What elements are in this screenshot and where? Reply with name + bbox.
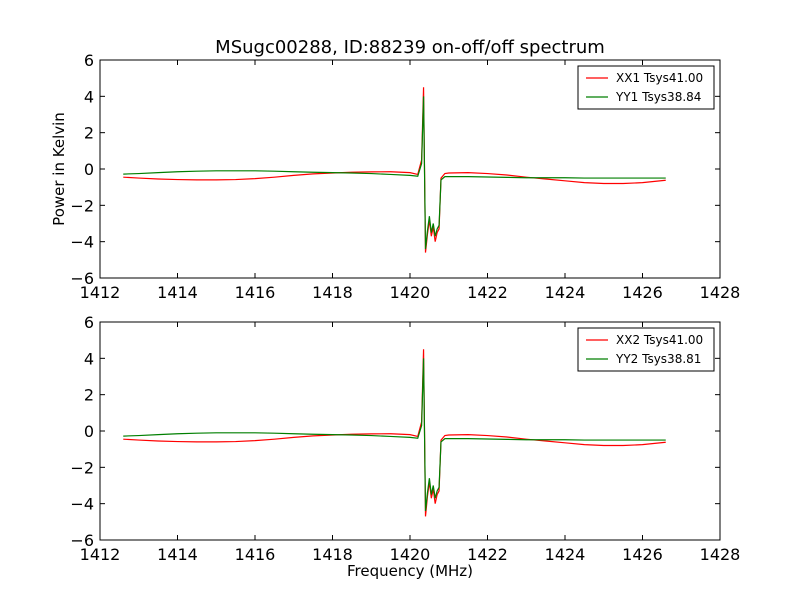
x-axis-label: Frequency (MHz) <box>347 562 473 580</box>
y-tick-label: 2 <box>84 124 94 143</box>
x-tick-label: 1412 <box>80 545 121 564</box>
x-tick-label: 1414 <box>157 545 198 564</box>
plot-area-bottom: 1412 1414 1416 1418 1420 1422 1424 1426 1428 6 4 2 0… <box>70 313 740 564</box>
y-axis-label: Power in Kelvin <box>50 112 68 226</box>
legend-label: XX2 Tsys41.00 <box>616 333 703 347</box>
x-tick-label: 1412 <box>80 283 121 302</box>
x-tick-label: 1416 <box>235 545 276 564</box>
subplot-bottom: Frequency (MHz) 1412 1414 1416 1418 1420 1422… <box>70 313 740 580</box>
x-tick-label: 1428 <box>700 283 741 302</box>
y-tick-label: 2 <box>84 386 94 405</box>
legend-box <box>577 327 715 372</box>
y-tick-label: 6 <box>84 51 94 70</box>
series-line-1 <box>123 358 666 511</box>
y-tick-label: 0 <box>84 422 94 441</box>
x-tick-label: 1426 <box>622 545 663 564</box>
y-tick-label: −4 <box>70 495 94 514</box>
y-tick-label: 6 <box>84 313 94 332</box>
x-tick-label: 1424 <box>545 545 586 564</box>
y-tick-label: −6 <box>70 531 94 550</box>
legend: XX1 Tsys41.00 YY1 Tsys38.84 <box>577 65 715 110</box>
series-line-1 <box>123 96 666 249</box>
y-tick-label: 4 <box>84 349 94 368</box>
y-tick-label: 0 <box>84 160 94 179</box>
plot-area-top: 1412 1414 1416 1418 1420 1422 1424 1426 1428 6 4 2 0… <box>70 51 740 302</box>
y-tick-label: −6 <box>70 269 94 288</box>
x-tick-label: 1414 <box>157 283 198 302</box>
legend-label: YY1 Tsys38.84 <box>615 90 701 104</box>
y-tick-label: −2 <box>70 196 94 215</box>
y-tick-label: −2 <box>70 458 94 477</box>
legend-label: YY2 Tsys38.81 <box>615 352 701 366</box>
legend-label: XX1 Tsys41.00 <box>616 71 703 85</box>
x-tick-label: 1420 <box>390 545 431 564</box>
legend: XX2 Tsys41.00 YY2 Tsys38.81 <box>577 327 715 372</box>
x-tick-label: 1422 <box>467 545 508 564</box>
legend-box <box>577 65 715 110</box>
chart-title: MSugc00288, ID:88239 on-off/off spectrum <box>215 37 605 58</box>
x-tick-label: 1418 <box>312 545 353 564</box>
x-tick-label: 1424 <box>545 283 586 302</box>
x-tick-label: 1418 <box>312 283 353 302</box>
x-tick-label: 1426 <box>622 283 663 302</box>
x-tick-label: 1422 <box>467 283 508 302</box>
x-tick-label: 1416 <box>235 283 276 302</box>
subplot-top: MSugc00288, ID:88239 on-off/off spectrum… <box>50 37 740 302</box>
x-tick-label: 1428 <box>700 545 741 564</box>
y-tick-label: −4 <box>70 233 94 252</box>
x-tick-label: 1420 <box>390 283 431 302</box>
y-tick-label: 4 <box>84 87 94 106</box>
